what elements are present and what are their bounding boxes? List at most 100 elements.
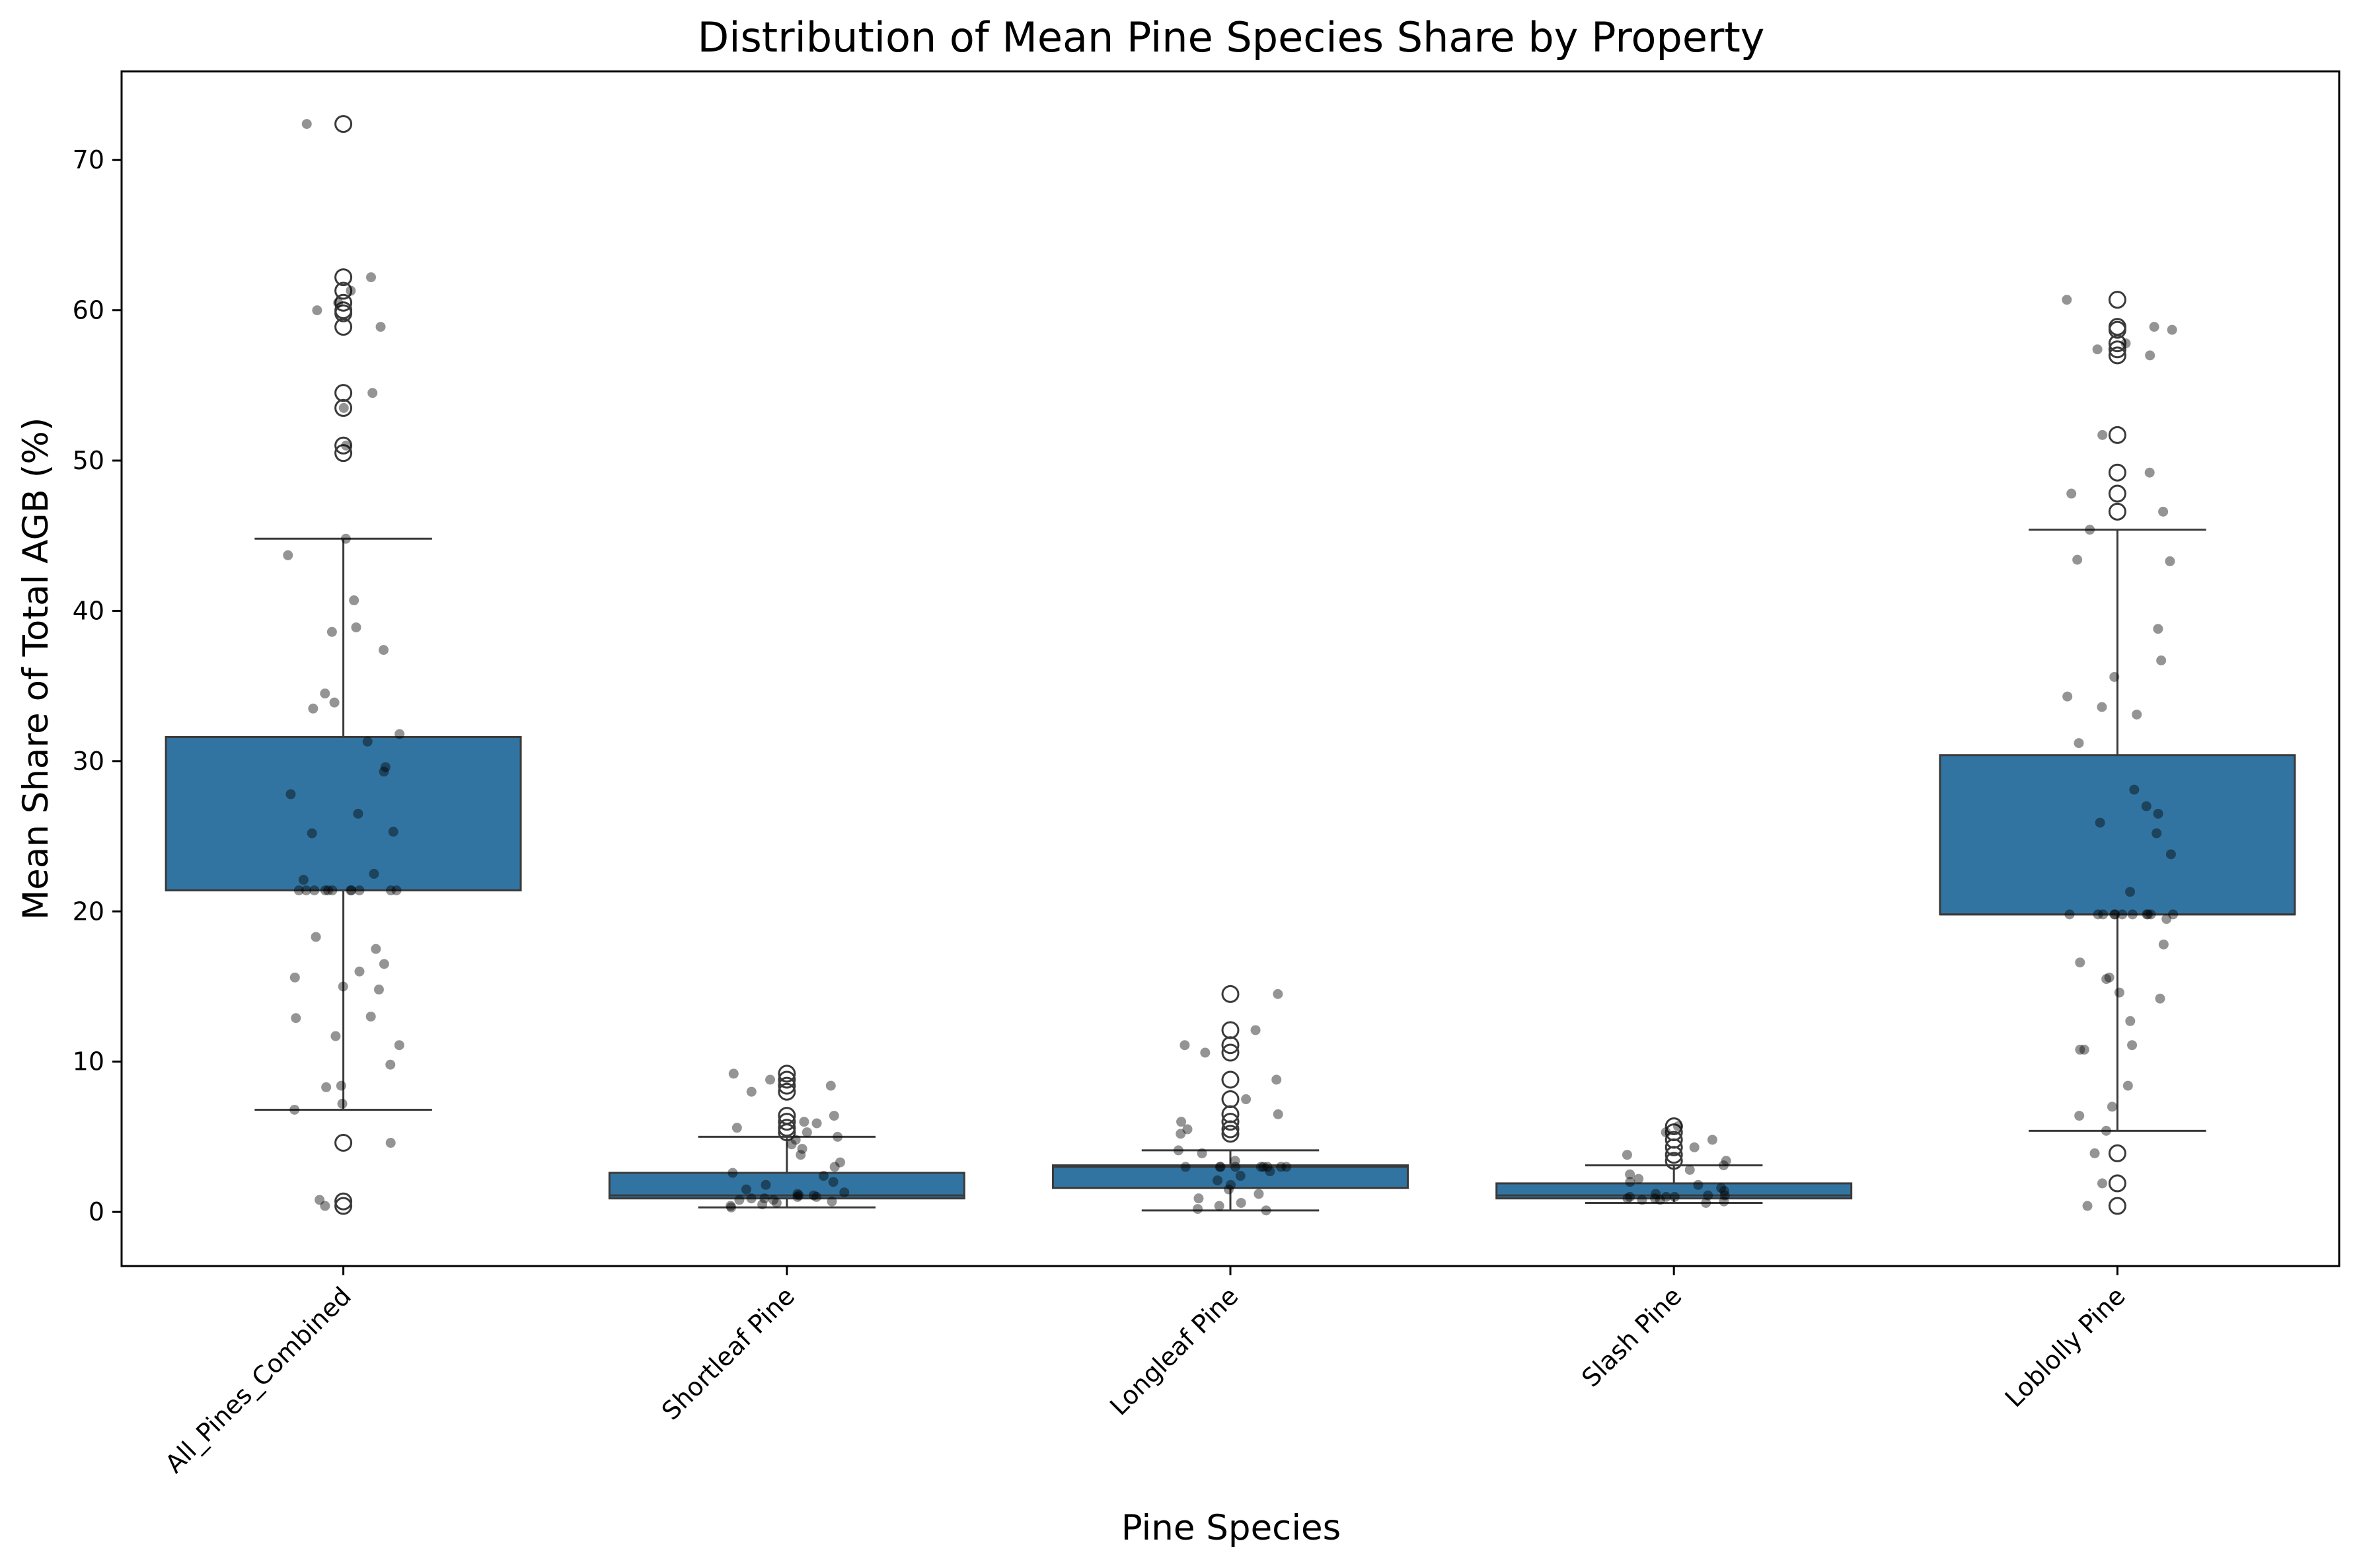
strip-point	[329, 697, 340, 708]
strip-point	[2079, 1045, 2089, 1055]
strip-point	[336, 1080, 346, 1091]
outlier-marker	[778, 1070, 796, 1089]
outlier-marker	[334, 304, 353, 322]
strip-point	[2095, 817, 2105, 828]
strip-point	[2114, 987, 2124, 998]
strip-point	[320, 1201, 330, 1211]
strip-point	[346, 885, 356, 895]
strip-point	[2082, 1201, 2093, 1211]
strip-point	[2062, 691, 2073, 702]
outlier-marker	[334, 293, 353, 312]
strip-point	[1214, 1201, 1224, 1211]
strip-point	[1262, 1162, 1273, 1172]
strip-point	[337, 1098, 348, 1109]
box-group	[1939, 291, 2296, 1215]
strip-point	[731, 1123, 742, 1133]
outlier-marker	[2108, 463, 2126, 482]
strip-point	[1684, 1164, 1695, 1175]
strip-point	[1719, 1190, 1730, 1201]
outlier-marker	[2108, 1197, 2126, 1215]
strip-point	[1661, 1127, 1671, 1138]
strip-point	[341, 440, 352, 451]
strip-point	[2092, 344, 2103, 355]
strip-point	[369, 868, 379, 879]
strip-point	[373, 985, 384, 995]
strip-point	[2152, 828, 2162, 839]
strip-point	[1689, 1142, 1700, 1152]
outlier-marker	[778, 1113, 796, 1131]
outlier-marker	[2108, 1144, 2126, 1162]
strip-point	[1661, 1191, 1671, 1202]
strip-point	[1693, 1179, 1704, 1190]
strip-point	[1625, 1169, 1635, 1179]
strip-point	[796, 1150, 806, 1160]
y-tick-label: 0	[89, 1197, 104, 1226]
strip-point	[285, 789, 296, 800]
strip-point	[799, 1117, 809, 1127]
strip-point	[330, 1031, 341, 1041]
outlier-marker	[1221, 985, 1240, 1003]
outlier-marker	[334, 436, 353, 455]
strip-point	[825, 1080, 836, 1091]
strip-point	[1250, 1025, 1261, 1035]
strip-point	[1241, 1094, 1252, 1105]
strip-point	[2158, 939, 2169, 950]
outlier-marker	[2108, 340, 2126, 359]
iqr-box	[608, 1172, 965, 1200]
strip-point	[321, 1082, 332, 1092]
outlier-marker	[334, 115, 353, 133]
strip-point	[2144, 467, 2155, 478]
strip-point	[2153, 808, 2163, 819]
strip-point	[2097, 429, 2108, 440]
strip-point	[2098, 909, 2109, 920]
strip-point	[1193, 1193, 1204, 1204]
strip-point	[2109, 672, 2120, 683]
strip-point	[1276, 1162, 1287, 1172]
strip-points-layer	[283, 119, 2179, 1216]
strip-point	[2153, 624, 2163, 634]
strip-point	[1625, 1177, 1635, 1187]
outlier-marker	[1221, 1070, 1240, 1089]
strip-point	[388, 827, 398, 837]
strip-point	[338, 402, 349, 413]
strip-point	[734, 1195, 745, 1205]
strip-point	[2097, 702, 2107, 712]
strip-point	[2168, 909, 2179, 920]
strip-point	[1707, 1135, 1717, 1145]
y-axis-label: Mean Share of Total AGB (%)	[16, 418, 56, 920]
strip-point	[726, 1202, 737, 1213]
strip-point	[2104, 972, 2115, 983]
strip-point	[802, 1127, 812, 1138]
y-tick-label: 20	[73, 897, 104, 926]
strip-point	[1193, 1204, 1203, 1214]
outlier-marker	[334, 268, 353, 287]
strip-point	[1180, 1162, 1191, 1172]
strip-point	[1235, 1171, 1246, 1181]
strip-point	[375, 322, 386, 332]
strip-point	[2064, 909, 2075, 920]
strip-point	[757, 1199, 768, 1210]
outlier-marker	[334, 398, 353, 417]
strip-point	[1258, 1162, 1269, 1172]
strip-point	[1180, 1040, 1190, 1051]
strip-point	[2117, 909, 2128, 920]
strip-point	[293, 885, 304, 895]
strip-point	[351, 622, 361, 632]
strip-point	[2149, 322, 2159, 332]
strip-point	[385, 1059, 396, 1070]
strip-point	[291, 1013, 301, 1024]
strip-point	[315, 1195, 325, 1205]
strip-point	[829, 1111, 839, 1121]
strip-point	[1701, 1197, 1711, 1208]
strip-point	[1224, 1184, 1234, 1195]
strip-point	[794, 1190, 804, 1201]
strip-point	[371, 944, 381, 954]
strip-point	[811, 1118, 822, 1129]
strip-point	[289, 1104, 300, 1115]
strip-point	[394, 1040, 404, 1051]
strip-point	[2143, 909, 2153, 920]
strip-point	[1622, 1150, 1632, 1160]
outlier-marker	[1221, 1036, 1240, 1055]
strip-point	[728, 1068, 739, 1079]
strip-point	[391, 885, 402, 895]
